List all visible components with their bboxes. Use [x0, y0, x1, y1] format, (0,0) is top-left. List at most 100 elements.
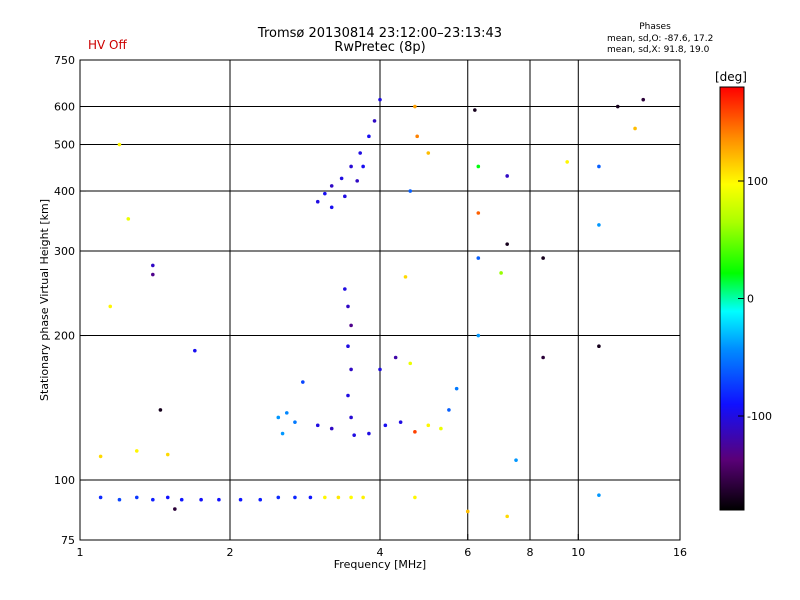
data-point — [476, 333, 481, 338]
data-point — [447, 408, 451, 412]
data-point — [323, 495, 327, 500]
data-point — [343, 194, 347, 199]
data-point — [415, 134, 419, 139]
y-tick-label: 750 — [54, 54, 75, 67]
data-point — [151, 263, 155, 268]
data-point — [352, 433, 356, 437]
data-point — [134, 449, 139, 453]
data-point — [408, 189, 413, 193]
data-point — [98, 495, 103, 500]
data-points — [98, 97, 646, 519]
data-point — [339, 176, 344, 181]
data-point — [372, 119, 377, 123]
colorbar-tick-label: 0 — [747, 293, 754, 306]
y-tick-label: 100 — [54, 474, 75, 487]
data-point — [541, 355, 545, 360]
x-tick-label: 10 — [571, 546, 585, 559]
data-point — [426, 151, 431, 155]
data-point — [238, 497, 243, 502]
data-point — [329, 426, 334, 431]
x-tick-label: 1 — [77, 546, 84, 559]
data-point — [378, 367, 382, 372]
data-point — [293, 495, 297, 500]
x-tick-label: 2 — [227, 546, 234, 559]
data-point — [336, 495, 341, 500]
data-point — [301, 380, 305, 384]
data-point — [505, 242, 509, 246]
data-point — [151, 497, 155, 502]
data-point — [126, 217, 131, 221]
data-point — [465, 509, 470, 514]
data-point — [615, 104, 620, 109]
data-point — [505, 514, 509, 519]
x-tick-label: 16 — [673, 546, 687, 559]
data-point — [358, 151, 362, 155]
data-point — [361, 164, 365, 169]
data-point — [280, 431, 285, 436]
data-point — [367, 431, 371, 436]
y-tick-label: 200 — [54, 330, 75, 343]
y-axis-label: Stationary phase Virtual Height [km] — [38, 199, 51, 401]
x-tick-label: 4 — [377, 546, 384, 559]
data-point — [413, 430, 417, 434]
chart-title: Tromsø 20130814 23:12:00–23:13:43 — [257, 26, 503, 41]
x-tick-label: 6 — [464, 546, 471, 559]
data-point — [398, 420, 403, 424]
data-point — [323, 191, 327, 196]
data-point — [293, 420, 297, 424]
chart-subtitle: RwPretec (8p) — [334, 40, 426, 55]
data-point — [476, 164, 481, 169]
data-point — [597, 493, 601, 497]
data-point — [258, 497, 263, 502]
colorbar-ticks: 100 0 -100 — [738, 175, 772, 423]
y-tick-label: 75 — [61, 534, 75, 547]
colorbar-tick-label: 100 — [747, 175, 768, 188]
data-point — [476, 256, 481, 260]
colorbar-tick-label: -100 — [747, 410, 772, 423]
data-point — [329, 184, 334, 188]
data-point — [597, 344, 601, 349]
data-point — [165, 495, 170, 500]
data-point — [349, 164, 353, 169]
data-point — [117, 497, 122, 502]
y-tick-label: 600 — [54, 101, 75, 114]
data-point — [346, 393, 350, 398]
data-point — [565, 160, 569, 164]
data-point — [134, 495, 139, 500]
phases-title: Phases — [639, 22, 671, 32]
data-point — [165, 452, 170, 457]
data-point — [393, 355, 398, 360]
hv-status: HV Off — [88, 38, 127, 52]
phases-x-stats: mean, sd,X: 91.8, 19.0 — [607, 45, 710, 55]
data-point — [633, 126, 637, 131]
data-point — [108, 304, 113, 309]
x-axis-ticks: 1 2 4 6 8 10 16 — [77, 534, 687, 559]
data-point — [117, 142, 122, 147]
y-tick-label: 400 — [54, 185, 75, 198]
data-point — [499, 271, 503, 275]
data-point — [98, 454, 103, 459]
data-point — [199, 497, 203, 502]
data-point — [476, 211, 481, 215]
data-point — [367, 134, 371, 139]
data-point — [408, 361, 413, 366]
data-point — [276, 415, 281, 420]
data-point — [505, 174, 509, 178]
data-point — [378, 97, 382, 102]
grid-lines — [80, 60, 680, 540]
phases-o-stats: mean, sd,O: -87.6, 17.2 — [607, 34, 714, 44]
data-point — [413, 495, 417, 500]
data-point — [426, 423, 431, 428]
data-point — [173, 507, 177, 511]
data-point — [343, 287, 347, 291]
data-point — [158, 408, 163, 412]
data-point — [597, 223, 601, 227]
data-point — [284, 411, 289, 415]
data-point — [315, 199, 320, 204]
data-point — [641, 97, 646, 102]
data-point — [349, 323, 353, 328]
data-point — [349, 367, 353, 372]
data-point — [329, 205, 334, 210]
data-point — [473, 108, 477, 112]
